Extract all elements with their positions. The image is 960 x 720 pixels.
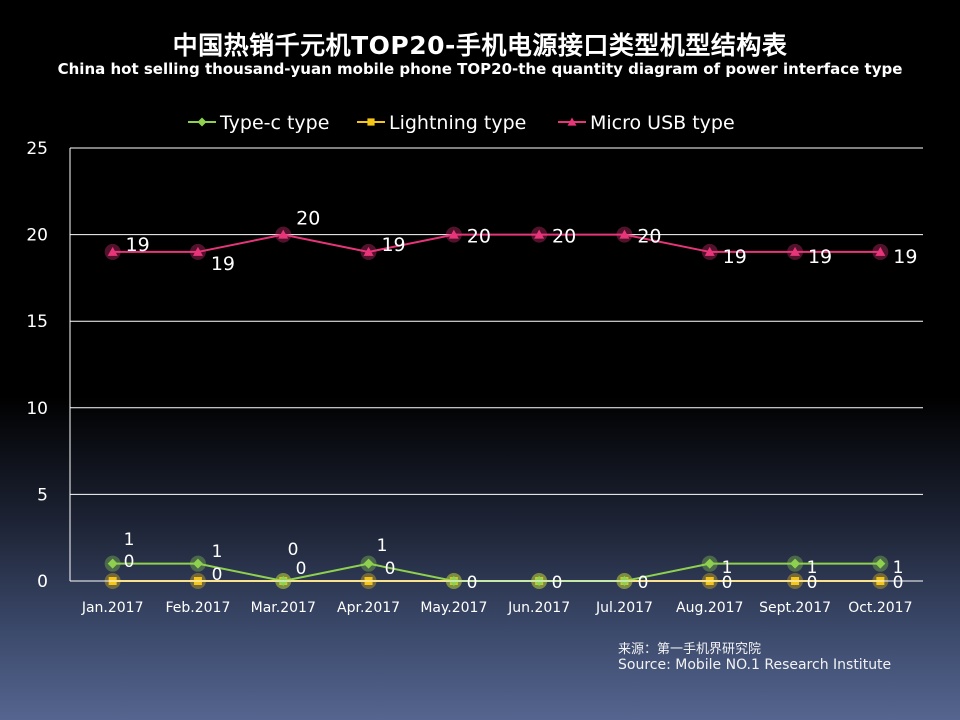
source-en: Source: Mobile NO.1 Research Institute — [618, 657, 892, 673]
data-point — [192, 558, 203, 569]
data-point — [704, 246, 715, 256]
data-point — [197, 117, 207, 127]
series-line — [112, 233, 881, 253]
data-label: 0 — [296, 559, 307, 579]
data-point — [363, 246, 374, 256]
y-tick-label: 20 — [26, 226, 48, 246]
data-label: 19 — [211, 253, 235, 275]
chart-title: 中国热销千元机TOP20-手机电源接口类型机型结构表 — [172, 31, 788, 60]
data-label: 0 — [638, 573, 649, 593]
data-label: 1 — [807, 558, 818, 578]
data-label: 20 — [467, 226, 491, 248]
data-label: 1 — [377, 536, 388, 556]
data-label: 0 — [552, 573, 563, 593]
data-label: 0 — [722, 573, 733, 593]
x-tick-label: Jun.2017 — [507, 600, 570, 616]
data-label: 20 — [637, 226, 661, 248]
x-tick-label: Sept.2017 — [759, 600, 831, 616]
data-label: 0 — [893, 573, 904, 593]
data-label: 19 — [893, 246, 917, 268]
data-label: 0 — [807, 573, 818, 593]
source-cn: 来源：第一手机界研究院 — [618, 642, 762, 657]
data-label: 0 — [124, 552, 135, 572]
y-tick-label: 25 — [26, 139, 48, 159]
data-point — [107, 246, 118, 256]
data-label: 19 — [126, 234, 150, 256]
data-point — [619, 229, 630, 239]
y-tick-label: 10 — [26, 399, 48, 419]
data-label: 0 — [467, 573, 478, 593]
data-label: 20 — [296, 208, 320, 230]
data-label: 0 — [385, 559, 396, 579]
x-tick-label: Jul.2017 — [595, 600, 653, 616]
x-tick-label: Mar.2017 — [251, 600, 316, 616]
data-label: 1 — [212, 542, 223, 562]
x-tick-label: Feb.2017 — [166, 600, 231, 616]
data-point — [107, 558, 118, 569]
data-point — [192, 246, 203, 256]
data-point — [567, 117, 577, 126]
data-point — [534, 229, 545, 239]
data-label: 1 — [124, 530, 135, 550]
data-label: 19 — [808, 246, 832, 268]
data-point — [790, 246, 801, 256]
data-point — [704, 558, 715, 569]
data-point — [448, 229, 459, 239]
data-point — [278, 229, 289, 239]
data-label: 19 — [381, 234, 405, 256]
data-point — [875, 558, 886, 569]
data-label: 20 — [552, 226, 576, 248]
series-line — [112, 562, 881, 583]
y-tick-label: 15 — [26, 312, 48, 332]
data-label: 1 — [893, 558, 904, 578]
legend-label: Micro USB type — [590, 112, 735, 134]
y-tick-label: 5 — [37, 485, 48, 505]
data-point — [875, 246, 886, 256]
data-label: 19 — [723, 246, 747, 268]
x-tick-label: May.2017 — [420, 600, 487, 616]
x-tick-label: Aug.2017 — [676, 600, 743, 616]
legend-label: Type-c type — [219, 112, 329, 134]
data-label: 0 — [288, 540, 299, 560]
x-tick-label: Oct.2017 — [848, 600, 912, 616]
data-point — [790, 558, 801, 569]
data-label: 0 — [212, 565, 223, 585]
data-point — [363, 558, 374, 569]
legend-label: Lightning type — [389, 112, 526, 134]
x-tick-label: Apr.2017 — [337, 600, 400, 616]
data-label: 1 — [722, 558, 733, 578]
chart-subtitle: China hot selling thousand-yuan mobile p… — [57, 60, 903, 78]
y-tick-label: 0 — [37, 572, 48, 592]
data-point — [367, 118, 375, 126]
x-tick-label: Jan.2017 — [81, 600, 144, 616]
